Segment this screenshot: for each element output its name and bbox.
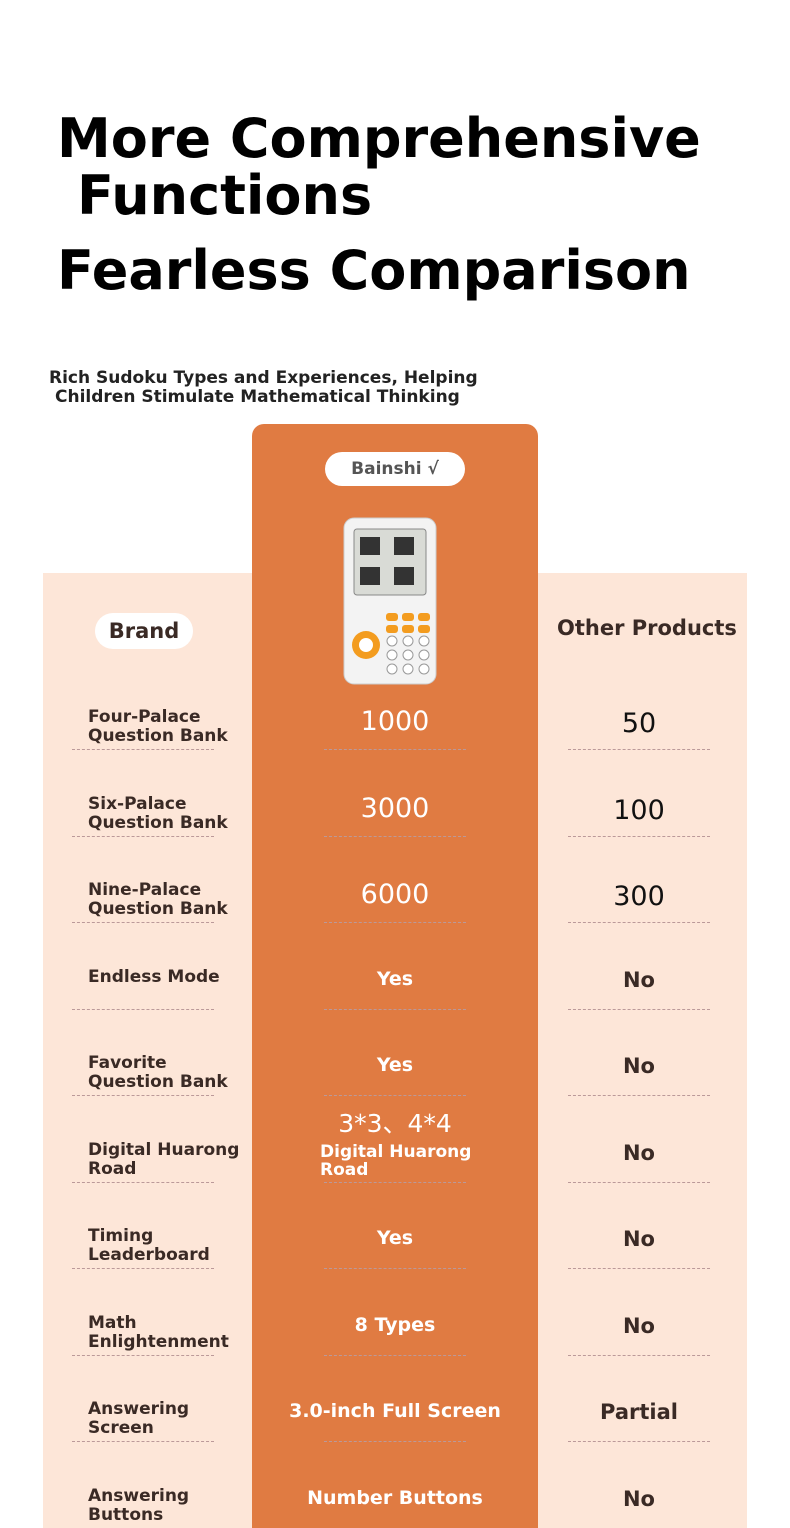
other-value: No: [622, 1054, 655, 1078]
row-label: Math Enlightenment: [88, 1312, 229, 1352]
row-label: Answering Buttons: [88, 1485, 190, 1525]
row-divider: [568, 835, 710, 837]
right-header: Other Products: [557, 616, 737, 640]
row-divider: [72, 1181, 214, 1183]
row-divider: [568, 749, 710, 750]
brand-value: 6000: [360, 879, 430, 910]
row-label: Six-Palace Question Bank: [88, 793, 228, 833]
subtitle-line: Rich Sudoku Types and Experiences, Helpi…: [49, 368, 478, 388]
row-label: Four-Palace Question Bank: [88, 707, 228, 746]
row-divider: [72, 1095, 214, 1096]
brand-value: Number Buttons: [307, 1486, 483, 1509]
row-divider: [72, 1008, 214, 1010]
row-label: Answering Screen: [88, 1399, 190, 1438]
brand-value: Yes: [376, 967, 414, 990]
row-divider: [72, 1354, 214, 1356]
row-divider: [568, 1181, 710, 1183]
row-label: Digital Huarong Road: [88, 1139, 240, 1179]
row-divider: [324, 1181, 466, 1183]
brand-value: 3000: [360, 792, 430, 824]
row-label: Endless Mode: [88, 966, 220, 987]
row-divider: [324, 749, 466, 750]
brand-value: 3*3、4*4: [338, 1108, 452, 1138]
other-value: No: [622, 1140, 655, 1165]
row-divider: [72, 1441, 214, 1442]
row-label: Nine-Palace Question Bank: [88, 880, 228, 919]
brand-value: 1000: [360, 706, 430, 737]
other-value: No: [622, 1313, 655, 1338]
title-line: Functions: [77, 164, 373, 227]
other-value: No: [622, 1486, 655, 1511]
title-line: Fearless Comparison: [57, 239, 691, 302]
other-value: 100: [613, 794, 665, 826]
left-header: Brand: [95, 613, 193, 649]
row-divider: [568, 1008, 710, 1010]
other-value: No: [622, 967, 655, 992]
other-value: 300: [613, 881, 665, 912]
row-divider: [324, 1441, 466, 1442]
row-divider: [568, 1095, 710, 1096]
row-divider: [568, 1354, 710, 1356]
row-label: Timing Leaderboard: [88, 1226, 210, 1265]
brand-value-detail: Digital Huarong Road: [320, 1141, 472, 1180]
title-line: More Comprehensive: [57, 107, 701, 170]
row-divider: [324, 1268, 466, 1269]
row-divider: [568, 922, 710, 923]
row-divider: [324, 1354, 466, 1356]
brand-value: Yes: [376, 1227, 414, 1249]
brand-value: Yes: [376, 1054, 414, 1076]
row-divider: [324, 1095, 466, 1096]
brand-name: Bainshi √: [325, 452, 465, 486]
row-divider: [72, 1268, 214, 1269]
row-divider: [324, 1008, 466, 1010]
row-divider: [324, 835, 466, 837]
row-divider: [72, 835, 214, 837]
device-image: [343, 517, 437, 685]
other-value: No: [622, 1227, 655, 1251]
subtitle-line: Children Stimulate Mathematical Thinking: [55, 387, 460, 407]
row-divider: [324, 922, 466, 923]
row-divider: [568, 1268, 710, 1269]
row-label: Favorite Question Bank: [88, 1053, 228, 1092]
brand-value: 8 Types: [354, 1313, 436, 1336]
row-divider: [72, 922, 214, 923]
brand-value: 3.0-inch Full Screen: [289, 1400, 501, 1422]
row-divider: [568, 1441, 710, 1442]
row-divider: [72, 749, 214, 750]
other-value: Partial: [600, 1400, 678, 1424]
other-value: 50: [621, 708, 657, 739]
